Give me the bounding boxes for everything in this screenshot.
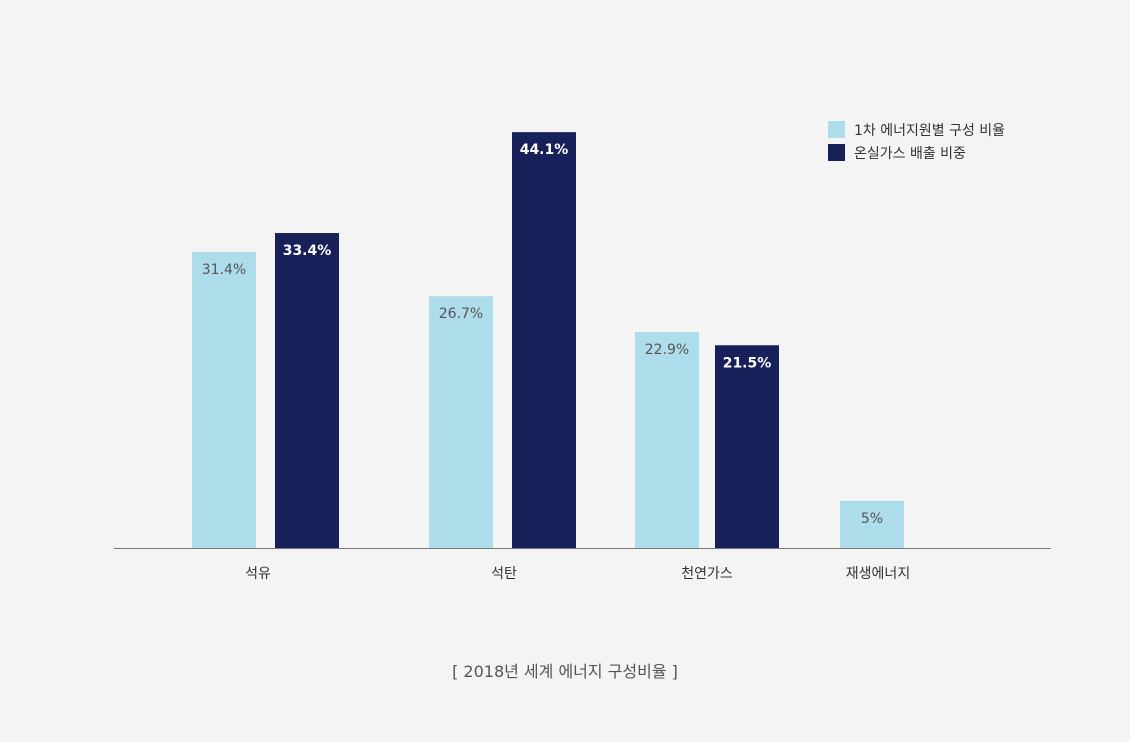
bar-ghg-share-0 [275,233,339,548]
bar-energy-share-0 [192,251,256,548]
legend-swatch-ghg [828,144,845,161]
data-label-energy-1: 26.7% [439,306,483,322]
category-label-1: 석탄 [491,566,517,582]
bar-ghg-share-2 [715,345,779,548]
legend-label-ghg: 온실가스 배출 비중 [854,145,966,162]
chart-caption: [ 2018년 세계 에너지 구성비율 ] [452,662,678,681]
legend-item-energy: 1차 에너지원별 구성 비율 [828,118,1005,141]
data-label-energy-3: 5% [861,511,883,527]
data-label-ghg-1: 44.1% [520,142,569,158]
data-label-ghg-0: 33.4% [283,243,332,259]
legend-item-ghg: 온실가스 배출 비중 [828,141,1005,164]
data-label-energy-2: 22.9% [645,342,689,358]
data-label-energy-0: 31.4% [202,262,246,278]
bar-energy-share-2 [635,332,699,548]
legend-swatch-energy [828,121,845,138]
legend: 1차 에너지원별 구성 비율 온실가스 배출 비중 [828,118,1005,164]
legend-label-energy: 1차 에너지원별 구성 비율 [854,122,1006,139]
category-label-2: 천연가스 [681,566,733,582]
bar-energy-share-3 [840,500,904,548]
category-label-3: 재생에너지 [846,566,910,582]
data-label-ghg-2: 21.5% [723,355,772,371]
category-label-0: 석유 [245,566,271,582]
bar-ghg-share-1 [512,132,576,548]
bar-energy-share-1 [429,296,493,548]
